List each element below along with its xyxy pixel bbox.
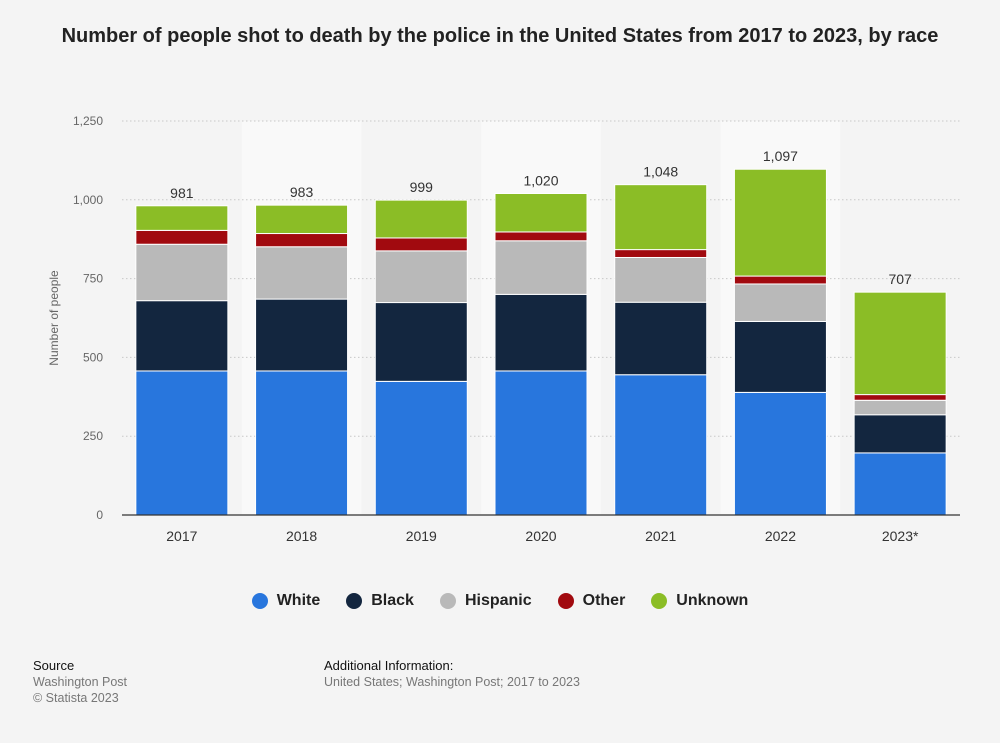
x-tick-label: 2018 (286, 528, 317, 544)
bar-segment-black (135, 300, 229, 372)
bar-segment-white (374, 380, 468, 516)
total-label: 981 (170, 185, 194, 201)
bar-segment-other (733, 275, 827, 285)
bar-segment-unknown (255, 204, 349, 235)
y-axis-ticks: 0 250 500 750 1,000 1,250 (73, 114, 103, 522)
additional-info-heading: Additional Information: (324, 658, 454, 673)
total-label: 1,020 (523, 172, 558, 188)
y-axis-label: Number of people (47, 270, 61, 366)
bar-segment-black (733, 320, 827, 393)
bar-segment-unknown (733, 168, 827, 277)
legend-swatch (346, 593, 363, 609)
bar-segment-black (853, 414, 947, 454)
x-tick-label: 2023* (882, 528, 919, 544)
bar-segment-other (374, 237, 468, 252)
total-label: 707 (888, 271, 912, 287)
source-line[interactable]: Washington Post (33, 675, 128, 689)
source-block: Source Washington Post © Statista 2023 (33, 658, 127, 706)
bar-segment-hispanic (255, 246, 349, 300)
legend-item-white[interactable]: White (251, 592, 321, 610)
additional-info-text: United States; Washington Post; 2017 to … (324, 675, 580, 689)
total-label: 1,097 (763, 148, 798, 164)
bar-segment-hispanic (494, 240, 588, 295)
bar-segment-white (135, 370, 229, 516)
bar-segment-black (614, 301, 708, 376)
bars (135, 168, 947, 516)
bar-segment-white (733, 391, 827, 516)
bar-segment-white (614, 374, 708, 516)
x-axis-ticks: 2017 2018 2019 2020 2021 2022 2023* (166, 528, 919, 544)
total-labels: 981 983 999 1,020 1,048 1,097 707 (170, 148, 912, 287)
x-tick-label: 2022 (765, 528, 796, 544)
legend-item-hispanic[interactable]: Hispanic (439, 592, 532, 610)
legend-label: Unknown (676, 592, 749, 609)
bar-segment-white (255, 370, 349, 516)
legend-swatch (651, 593, 668, 609)
bar-segment-other (494, 231, 588, 242)
legend-swatch (557, 593, 574, 609)
source-heading: Source (33, 658, 75, 673)
bar-segment-other (614, 249, 708, 258)
legend-label: Black (371, 592, 414, 609)
legend-label: Other (582, 592, 626, 609)
total-label: 999 (410, 179, 434, 195)
y-tick-label: 750 (83, 272, 103, 286)
total-label: 983 (290, 184, 314, 200)
y-tick-label: 0 (96, 508, 103, 522)
chart-title: Number of people shot to death by the po… (61, 25, 939, 47)
y-tick-label: 500 (83, 350, 103, 364)
bar-segment-unknown (135, 205, 229, 231)
legend-swatch (251, 593, 268, 609)
x-tick-label: 2017 (166, 528, 197, 544)
y-tick-label: 1,000 (73, 193, 103, 207)
bar-segment-hispanic (733, 283, 827, 322)
legend-item-black[interactable]: Black (346, 592, 414, 610)
total-label: 1,048 (643, 164, 678, 180)
bar-segment-white (853, 452, 947, 516)
bar-segment-hispanic (853, 399, 947, 416)
bar-segment-other (255, 233, 349, 248)
x-tick-label: 2021 (645, 528, 676, 544)
bar-segment-hispanic (135, 243, 229, 302)
bar-segment-unknown (853, 291, 947, 396)
additional-info-block: Additional Information: United States; W… (324, 658, 580, 690)
bar-segment-other (135, 229, 229, 245)
legend-item-unknown[interactable]: Unknown (651, 592, 748, 610)
bar-segment-unknown (494, 192, 588, 233)
bar-segment-unknown (374, 199, 468, 239)
stacked-bar-chart: 0 250 500 750 1,000 1,250 Number of people 98… (47, 114, 960, 544)
x-tick-label: 2019 (406, 528, 437, 544)
legend-label: Hispanic (464, 592, 532, 609)
bar-segment-other (853, 394, 947, 401)
bar-segment-unknown (614, 184, 708, 251)
bar-segment-black (374, 302, 468, 382)
bar-segment-black (494, 293, 588, 372)
bar-segment-black (255, 298, 349, 372)
y-tick-label: 1,250 (73, 114, 103, 128)
x-tick-label: 2020 (525, 528, 556, 544)
legend-label: White (276, 592, 321, 609)
bar-segment-hispanic (374, 250, 468, 304)
legend-swatch (439, 593, 456, 609)
legend-item-other[interactable]: Other (557, 592, 626, 610)
bar-segment-hispanic (614, 256, 708, 303)
bar-segment-white (494, 370, 588, 516)
copyright-line[interactable]: © Statista 2023 (33, 691, 119, 705)
legend: White Black Hispanic Other Unknown (0, 592, 1000, 610)
y-tick-label: 250 (83, 429, 103, 443)
